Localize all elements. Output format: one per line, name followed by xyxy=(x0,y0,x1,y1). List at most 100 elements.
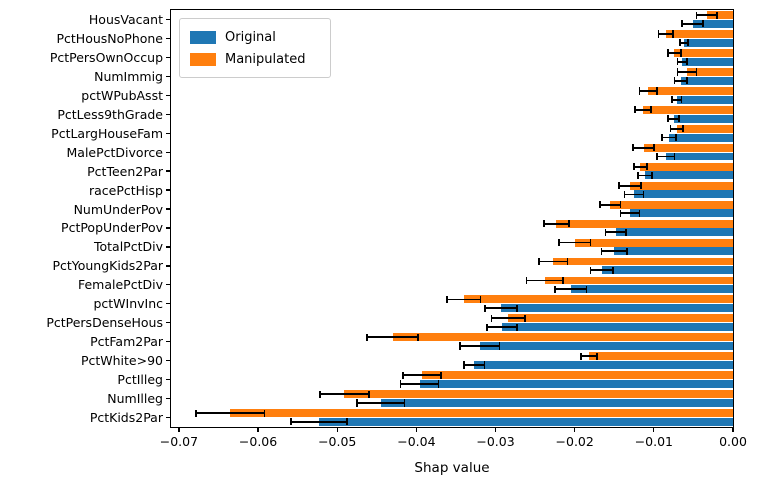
error-bar-cap xyxy=(589,266,592,274)
error-bar-cap xyxy=(633,163,635,171)
error-bar-cap xyxy=(523,314,526,322)
bar-manipulated xyxy=(674,49,733,57)
bar-manipulated xyxy=(643,143,733,152)
y-tick-label: PctPersOwnOccup xyxy=(49,49,163,65)
y-tick xyxy=(166,341,170,343)
legend-swatch-original xyxy=(190,30,216,44)
error-bar-cap xyxy=(680,96,683,104)
error-bar xyxy=(485,307,517,310)
error-bar-cap xyxy=(619,209,622,217)
y-tick-label: PctPersDenseHous xyxy=(46,315,163,331)
error-bar-cap xyxy=(554,285,556,293)
error-bar xyxy=(668,52,681,54)
error-bar-cap xyxy=(366,333,369,341)
error-bar-cap xyxy=(525,276,528,285)
legend-swatch-manipulated xyxy=(190,52,216,66)
error-bar xyxy=(526,279,563,282)
error-bar-cap xyxy=(637,171,639,180)
error-bar xyxy=(679,41,688,44)
legend-label-manipulated: Manipulated xyxy=(225,51,306,67)
y-tick xyxy=(166,132,170,134)
error-bar xyxy=(357,402,405,404)
x-tick-label: −0.06 xyxy=(238,434,278,449)
x-tick xyxy=(574,428,576,432)
error-bar-cap xyxy=(585,285,588,293)
bar-original xyxy=(680,76,733,85)
plot-area: Original Manipulated −0.07 −0.06 −0.05 −0.0… xyxy=(46,9,747,449)
y-tick-label: PctYoungKids2Par xyxy=(52,258,163,274)
error-bar xyxy=(639,90,657,92)
bar-manipulated xyxy=(463,295,733,304)
error-bar-cap xyxy=(716,11,719,19)
error-bar xyxy=(447,298,481,301)
error-bar-cap xyxy=(686,58,688,66)
error-bar xyxy=(661,136,676,139)
error-bar xyxy=(634,165,647,168)
error-bar-cap xyxy=(660,133,663,142)
error-bar-cap xyxy=(657,30,660,38)
error-bar xyxy=(402,374,441,377)
error-bar-cap xyxy=(695,68,698,76)
bar-manipulated xyxy=(421,371,733,380)
bar-original xyxy=(614,247,733,256)
bar-manipulated xyxy=(706,11,733,20)
error-bar-cap xyxy=(676,68,679,76)
error-bar-cap xyxy=(599,201,601,209)
y-tick xyxy=(166,56,170,59)
error-bar-cap xyxy=(318,390,321,398)
error-bar-cap xyxy=(516,304,518,312)
error-bar-cap xyxy=(626,247,628,255)
y-tick-label: PctHousNoPhone xyxy=(56,30,163,46)
error-bar-cap xyxy=(561,276,564,285)
error-bar-cap xyxy=(625,228,628,236)
bar-original xyxy=(673,114,733,123)
x-tick-label: −0.05 xyxy=(318,434,357,449)
y-tick xyxy=(166,416,170,419)
bar-manipulated xyxy=(508,314,733,323)
error-bar xyxy=(539,260,568,263)
error-bar-cap xyxy=(652,144,655,152)
bar-manipulated xyxy=(610,200,733,209)
error-bar-cap xyxy=(399,380,402,388)
bar-manipulated xyxy=(392,333,733,342)
bar-manipulated xyxy=(640,162,733,171)
bar-manipulated xyxy=(630,181,733,190)
bar-original xyxy=(570,285,733,294)
bar-original xyxy=(474,361,733,369)
y-tick xyxy=(166,303,170,305)
x-tick-label: −0.01 xyxy=(634,434,673,449)
error-bar-cap xyxy=(645,163,648,171)
error-bar-cap xyxy=(618,182,620,190)
y-tick xyxy=(166,284,170,286)
error-bar xyxy=(459,345,500,347)
bar-original xyxy=(634,190,733,199)
y-tick-label: NumIlleg xyxy=(107,391,163,407)
error-bar-cap xyxy=(568,220,571,228)
y-tick-label: pctWInvInc xyxy=(93,296,163,312)
error-bar-cap xyxy=(695,11,698,19)
y-tick xyxy=(166,360,170,362)
error-bar-cap xyxy=(656,87,658,95)
y-tick xyxy=(166,208,170,210)
error-bar-cap xyxy=(542,220,545,228)
bar-manipulated xyxy=(544,276,733,285)
error-bar-cap xyxy=(679,39,681,47)
error-bar-cap xyxy=(589,238,592,247)
error-bar-cap xyxy=(485,323,488,331)
y-tick xyxy=(166,265,170,267)
error-bar-cap xyxy=(682,125,685,133)
error-bar-cap xyxy=(667,49,669,57)
y-tick xyxy=(166,113,170,115)
error-bar-cap xyxy=(600,247,603,255)
x-tick xyxy=(653,428,655,432)
error-bar-cap xyxy=(649,106,652,114)
error-bar xyxy=(319,393,369,396)
x-tick-label: −0.07 xyxy=(159,434,199,449)
error-bar-cap xyxy=(263,409,266,417)
error-bar-cap xyxy=(638,209,641,217)
bar-manipulated xyxy=(665,30,733,39)
error-bar xyxy=(677,60,688,63)
bar-original xyxy=(380,398,733,407)
y-tick-label: racePctHisp xyxy=(89,182,163,198)
error-bar-cap xyxy=(611,266,614,274)
